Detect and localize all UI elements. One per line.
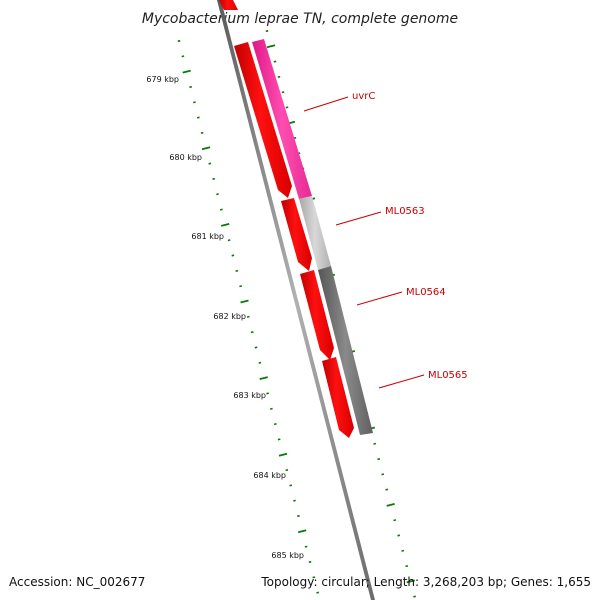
leader-line-uvrC (303, 96, 349, 112)
gene-track (252, 39, 373, 435)
outer-scale-minor-tick (277, 75, 281, 78)
inner-scale-minor-tick (193, 101, 196, 104)
inner-scale-minor-tick (297, 514, 300, 518)
scale-label-680: 680 kbp (169, 153, 202, 162)
inner-scale-minor-tick (289, 484, 293, 487)
inner-scale-major-tick (240, 299, 249, 304)
scale-label-681: 681 kbp (191, 232, 224, 241)
inner-scale-minor-tick (196, 116, 200, 119)
inner-scale-minor-tick (239, 285, 242, 288)
inner-scale-minor-tick (246, 315, 250, 318)
outer-scale-minor-tick (385, 488, 389, 491)
inner-scale-minor-tick (181, 55, 185, 58)
inner-scale-minor-tick (235, 269, 239, 272)
outer-scale-minor-tick (377, 458, 381, 461)
inner-scale-minor-tick (258, 361, 262, 364)
map-title: Mycobacterium leprae TN, complete genome (142, 11, 458, 27)
inner-scale-minor-tick (231, 254, 235, 257)
inner-scale-major-tick (201, 146, 211, 151)
genome-summary-text: Topology: circular; Length: 3,268,203 bp… (260, 575, 591, 589)
inner-scale-minor-tick (312, 576, 316, 579)
inner-scale-minor-tick (177, 39, 181, 43)
outer-scale-minor-tick (413, 595, 416, 598)
inner-scale-major-tick (220, 223, 230, 227)
inner-scale-minor-tick (285, 469, 289, 472)
gene-block-ML0563[interactable] (299, 196, 331, 270)
inner-scale-minor-tick (220, 208, 223, 211)
inner-scale-minor-tick (212, 177, 216, 180)
leader-line-ML0563 (335, 211, 382, 226)
leader-line-ML0565 (378, 374, 425, 389)
outer-scale-minor-tick (405, 565, 409, 568)
gene-label-uvrC[interactable]: uvrC (352, 91, 375, 102)
gene-block-ML0564[interactable] (318, 266, 373, 435)
inner-scale-minor-tick (293, 499, 296, 502)
scale-label-683: 683 kbp (233, 391, 266, 400)
outer-scale-minor-tick (373, 442, 377, 445)
outer-scale-minor-tick (393, 519, 397, 522)
cds-track (219, 0, 354, 438)
inner-scale-minor-tick (266, 392, 269, 395)
gene-label-ML0563[interactable]: ML0563 (385, 206, 425, 217)
cds-feature-ML0565[interactable] (322, 357, 354, 438)
outer-scale-major-tick (266, 44, 276, 49)
inner-scale-minor-tick (308, 560, 312, 564)
cds-feature-upstream (219, 0, 238, 10)
accession-text: Accession: NC_002677 (9, 575, 145, 589)
outer-scale-minor-tick (285, 106, 289, 109)
inner-scale-minor-tick (277, 438, 281, 441)
leader-line-ML0564 (356, 291, 403, 306)
outer-scale-minor-tick (265, 29, 269, 33)
scale-label-684: 684 kbp (253, 471, 286, 480)
inner-scale-minor-tick (227, 239, 231, 242)
outer-scale-major-tick (406, 579, 415, 584)
outer-scale-minor-tick (281, 91, 285, 94)
gene-block-uvrC[interactable] (252, 39, 312, 199)
genome-backbone (217, 0, 375, 600)
scale-labels: 679 kbp 680 kbp 681 kbp 682 kbp 683 kbp … (146, 75, 304, 560)
inner-scale-minor-tick (254, 346, 258, 349)
outer-scale-minor-tick (381, 473, 385, 476)
cds-feature-ML0563[interactable] (281, 198, 312, 271)
outer-scale-minor-tick (273, 60, 277, 63)
gene-label-ML0564[interactable]: ML0564 (406, 287, 446, 298)
inner-scale-minor-tick (216, 193, 219, 196)
gene-labels: uvrC ML0563 ML0564 ML0565 (303, 91, 468, 389)
outer-scale-minor-tick (397, 534, 401, 537)
scale-label-682: 682 kbp (213, 312, 246, 321)
inner-scale-major-tick (297, 529, 307, 534)
inner-scale-major-tick (182, 69, 191, 74)
inner-scale-minor-tick (304, 545, 308, 548)
outer-scale-major-tick (386, 503, 395, 507)
inner-scale-minor-tick (200, 131, 204, 134)
outer-scale-minor-tick (401, 549, 405, 552)
inner-scale-major-tick (259, 376, 268, 380)
inner-scale-minor-tick (273, 423, 277, 426)
inner-scale-minor-tick (270, 407, 273, 410)
scale-label-679: 679 kbp (146, 75, 179, 84)
inner-scale-major-tick (278, 452, 288, 457)
inner-scale-minor-tick (189, 85, 192, 89)
inner-scale-minor-tick (208, 162, 212, 165)
scale-label-685: 685 kbp (271, 551, 304, 560)
gene-label-ML0565[interactable]: ML0565 (428, 370, 468, 381)
cds-feature-uvrC[interactable] (234, 42, 292, 198)
inner-scale-minor-tick (250, 331, 254, 334)
inner-scale-minor-tick (316, 591, 320, 594)
cds-feature-ML0564[interactable] (300, 270, 334, 360)
inner-scale-ticks (177, 39, 320, 594)
